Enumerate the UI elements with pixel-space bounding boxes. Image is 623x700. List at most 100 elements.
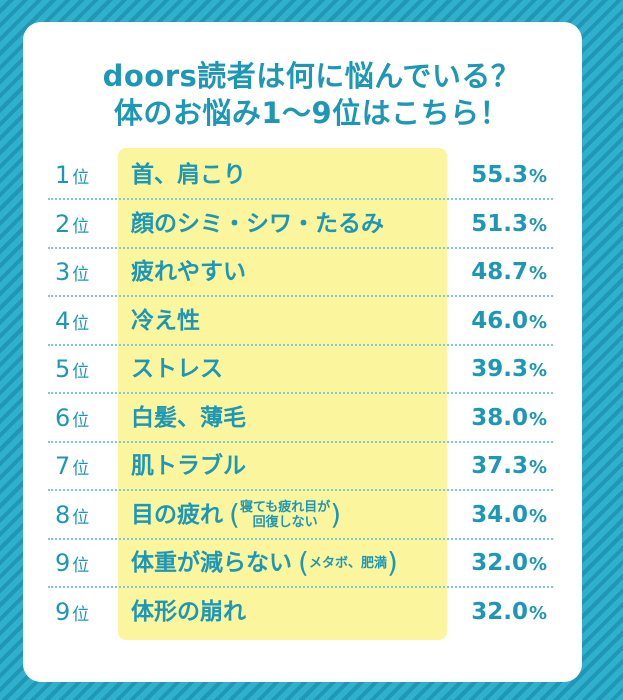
rank-number: 1 (55, 161, 71, 189)
percentage-number: 37.3 (471, 453, 528, 479)
rank-suffix: 位 (72, 265, 90, 285)
percent-sign: % (528, 311, 547, 333)
percentage-value: 51.3% (471, 201, 547, 247)
rank-suffix: 位 (72, 168, 90, 188)
rank-number: 9 (55, 549, 71, 577)
row-divider (48, 537, 553, 540)
concern-label: 体形の崩れ (131, 589, 246, 635)
concern-label: ストレス (131, 346, 223, 392)
concern-label: 顔のシミ・シワ・たるみ (131, 201, 384, 247)
row-divider (48, 295, 553, 297)
ranking-row: 1 位 首、肩こり 55.3% (0, 152, 623, 198)
percent-sign: % (528, 166, 547, 187)
concern-text: 肌トラブル (131, 453, 246, 479)
concern-label: 首、肩こり (131, 152, 246, 198)
percentage-value: 46.0% (471, 298, 547, 344)
percentage-number: 51.3 (471, 210, 528, 237)
concern-label: 冷え性 (131, 298, 200, 344)
concern-label: 疲れやすい (131, 249, 246, 295)
rank-suffix: 位 (72, 216, 90, 237)
note-text: 寝ても疲れ目が 回復しない (240, 500, 330, 530)
note-text: メタボ、肥満 (309, 556, 387, 571)
rank-number: 5 (55, 355, 71, 383)
rank-suffix: 位 (72, 459, 90, 479)
rank-suffix: 位 (72, 507, 90, 528)
rank-number: 2 (55, 209, 71, 238)
rank-number: 8 (55, 500, 71, 529)
row-divider (48, 198, 553, 200)
concern-text: 冷え性 (131, 307, 200, 334)
rank-number: 9 (55, 597, 71, 626)
percent-sign: % (528, 214, 547, 236)
ranking-row: 3 位 疲れやすい 48.7% (0, 249, 623, 295)
concern-note: (メタボ、肥満) (298, 549, 398, 577)
percentage-value: 55.3% (471, 152, 547, 198)
note-open-paren: ( (298, 546, 309, 579)
rank-suffix: 位 (72, 362, 90, 382)
percent-sign: % (528, 602, 547, 624)
note-close-paren: ) (330, 497, 342, 531)
percentage-value: 38.0% (471, 395, 547, 441)
percentage-number: 46.0 (471, 307, 528, 334)
rank-suffix: 位 (72, 313, 90, 334)
row-divider (48, 392, 553, 394)
rank-suffix: 位 (72, 410, 90, 431)
ranking-row: 6 位 白髪、薄毛 38.0% (0, 395, 623, 441)
row-divider (48, 440, 553, 443)
percentage-value: 37.3% (471, 443, 547, 489)
percent-sign: % (528, 457, 547, 478)
row-divider (48, 489, 553, 491)
ranking-row: 5 位 ストレス 39.3% (0, 346, 623, 392)
percentage-value: 34.0% (471, 492, 547, 538)
rank-number: 7 (55, 452, 71, 480)
percentage-number: 32.0 (471, 550, 528, 576)
rank-number: 6 (55, 403, 71, 432)
row-divider (48, 586, 553, 588)
concern-text: 顔のシミ・シワ・たるみ (131, 210, 384, 237)
concern-text: 目の疲れ (131, 501, 223, 528)
percent-sign: % (528, 554, 547, 575)
rank-number: 4 (55, 306, 71, 335)
concern-note: (寝ても疲れ目が 回復しない) (229, 500, 341, 530)
row-divider (48, 343, 553, 346)
percentage-value: 32.0% (471, 589, 547, 635)
title-line-1: doors読者は何に悩んでいる？ (102, 59, 521, 93)
percent-sign: % (528, 263, 547, 284)
percentage-number: 48.7 (471, 259, 528, 285)
percent-sign: % (528, 408, 547, 430)
percentage-value: 39.3% (471, 346, 547, 392)
percentage-number: 32.0 (471, 598, 528, 625)
percent-sign: % (528, 505, 547, 527)
label-highlight-band (118, 148, 447, 640)
note-open-paren: ( (229, 497, 240, 531)
concern-label: 白髪、薄毛 (131, 395, 246, 441)
concern-text: ストレス (131, 356, 223, 382)
note-close-paren: ) (386, 546, 398, 579)
percentage-value: 32.0% (471, 540, 547, 586)
concern-text: 体形の崩れ (131, 598, 246, 625)
rank-suffix: 位 (72, 604, 90, 625)
percentage-number: 55.3 (471, 162, 528, 188)
concern-label: 体重が減らない(メタボ、肥満) (131, 540, 398, 586)
concern-text: 首、肩こり (131, 162, 246, 188)
rank-suffix: 位 (72, 556, 90, 576)
concern-label: 肌トラブル (131, 443, 246, 489)
rank-number: 3 (55, 258, 71, 286)
concern-text: 疲れやすい (131, 259, 246, 285)
ranking-row: 8 位目の疲れ(寝ても疲れ目が 回復しない) 34.0% (0, 492, 623, 538)
concern-label: 目の疲れ(寝ても疲れ目が 回復しない) (131, 492, 341, 538)
percentage-number: 34.0 (471, 501, 528, 528)
concern-text: 体重が減らない (131, 550, 292, 576)
ranking-row: 9 位 体形の崩れ 32.0% (0, 589, 623, 635)
ranking-row: 9 位体重が減らない(メタボ、肥満) 32.0% (0, 540, 623, 586)
note-line: 寝ても疲れ目が (239, 499, 331, 515)
